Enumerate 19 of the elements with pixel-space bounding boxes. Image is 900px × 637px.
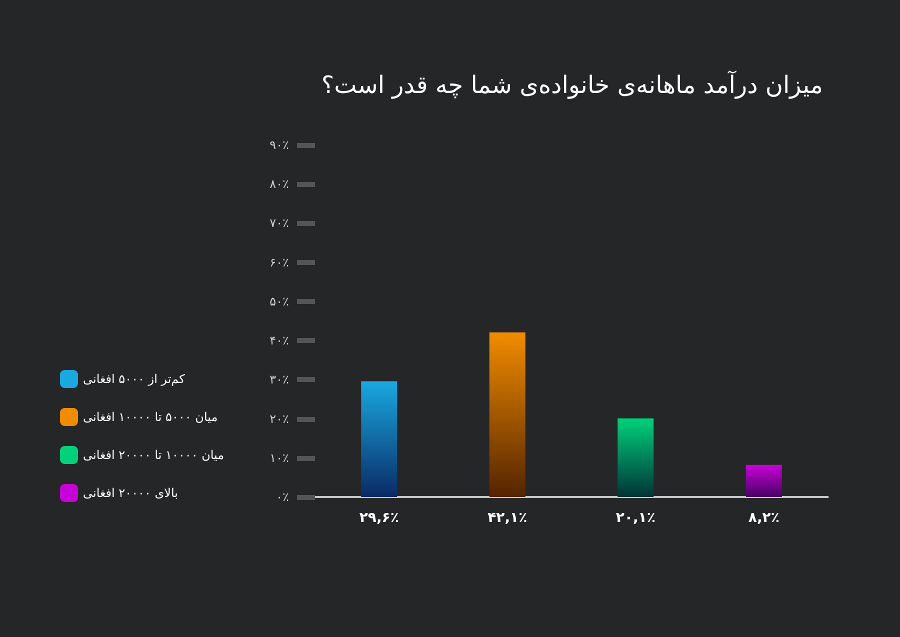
y-tick-label: ۳۰٪ [270, 372, 289, 387]
legend-label: بالای ۲۰۰۰۰ افغانی [83, 486, 178, 500]
y-tick-label: ۵۰٪ [270, 294, 289, 308]
data-label: ۸,۲٪ [748, 510, 780, 526]
y-tick-label: ۰٪ [276, 490, 289, 504]
legend-label: میان ۵۰۰۰ تا ۱۰۰۰۰ افغانی [83, 410, 218, 424]
y-tick-label: ۹۰٪ [270, 138, 289, 152]
y-tick-label: ۷۰٪ [270, 216, 289, 230]
y-tick-label: ۲۰٪ [270, 412, 289, 426]
legend-label: میان ۱۰۰۰۰ تا ۲۰۰۰۰ افغانی [83, 448, 224, 462]
y-tick-label: ۴۰٪ [270, 334, 289, 348]
data-label: ۲۰,۱٪ [616, 510, 656, 526]
chart-title: میزان درآمد ماهانه‌ی خانواده‌ی شما چه قدر است؟ [321, 70, 824, 99]
legend-label: کم‌تر از ۵۰۰۰ افغانی [83, 372, 186, 386]
y-tick-label: ۶۰٪ [270, 255, 289, 270]
data-label: ۴۲,۱٪ [488, 510, 528, 526]
y-tick-label: ۱۰٪ [270, 450, 289, 465]
y-tick-label: ۸۰٪ [270, 177, 289, 192]
data-label: ۲۹,۶٪ [359, 510, 399, 526]
